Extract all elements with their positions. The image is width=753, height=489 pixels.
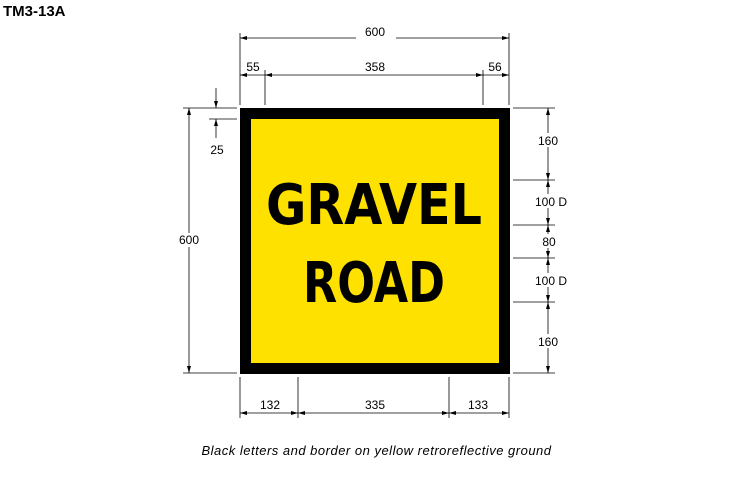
dim-right-top-label: 160 (538, 134, 558, 148)
dim-letter-height-1-label: 100 D (535, 195, 567, 209)
dim-bottom-right-label: 133 (468, 398, 488, 412)
caption: Black letters and border on yellow retro… (201, 443, 552, 458)
dim-bottom-chain (239, 377, 510, 418)
dim-line-gap-label: 80 (542, 235, 556, 249)
dim-border (209, 88, 237, 138)
dim-right-bottom-label: 160 (538, 335, 558, 349)
sign-line-2: ROAD (303, 251, 445, 316)
dim-overall-width-label: 600 (365, 25, 385, 39)
dim-top-left-label: 55 (246, 60, 260, 74)
dim-bottom-middle-label: 335 (365, 398, 385, 412)
dim-top-middle-label: 358 (365, 60, 385, 74)
dim-overall-width (239, 27, 510, 105)
dim-letter-height-2-label: 100 D (535, 274, 567, 288)
sign-code: TM3-13A (3, 3, 66, 20)
dim-right-chain (513, 107, 575, 374)
dim-overall-height (171, 107, 237, 374)
sign-line-1: GRAVEL (266, 173, 482, 238)
dim-border-label: 25 (210, 143, 224, 157)
dim-top-right-label: 56 (488, 60, 502, 74)
dim-top-segments (240, 60, 509, 105)
dim-overall-height-label: 600 (179, 233, 199, 247)
dim-bottom-left-label: 132 (260, 398, 280, 412)
sign-face (251, 119, 499, 363)
